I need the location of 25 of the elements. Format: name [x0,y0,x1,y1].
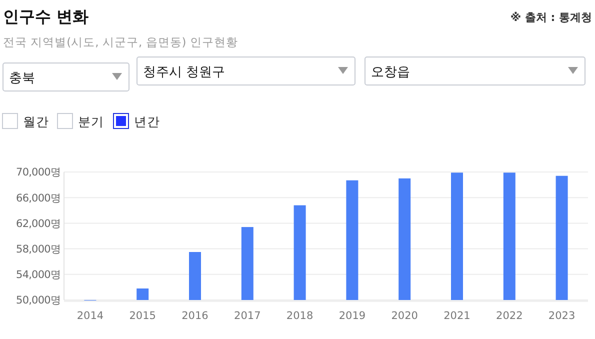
text: ※ 출처 : 통계청 [510,11,592,24]
text: 충북 [9,71,35,86]
x-tick-label: 2019 [338,310,366,322]
chart-title: 인구수 변화 [3,7,89,26]
x-tick-label: 2020 [391,310,418,322]
x-tick-label: 2022 [496,310,523,322]
x-tick-label: 2023 [548,310,576,322]
y-tick-label: 50,000명 [16,294,61,307]
text: 월간 [23,114,49,129]
x-tick-label: 2016 [182,310,209,322]
x-tick-label: 2021 [444,310,470,322]
x-tick-label: 2015 [129,310,156,322]
x-tick-label: 2017 [234,310,261,322]
text: 분기 [78,114,104,129]
y-tick-label: 70,000명 [16,166,61,179]
y-tick-label: 62,000명 [16,218,61,230]
y-tick-label: 54,000명 [16,269,61,282]
text: 청주시 청원구 [143,65,226,80]
y-tick-label: 66,000명 [16,192,61,204]
x-tick-label: 2014 [76,310,104,322]
x-tick-label: 2018 [286,310,314,322]
text: 년간 [134,114,160,129]
chart-subtitle: 전국 지역별(시도, 시군구, 읍면동) 인구현황 [3,35,238,49]
text: 오창읍 [371,65,410,80]
y-tick-label: 58,000명 [16,243,61,256]
